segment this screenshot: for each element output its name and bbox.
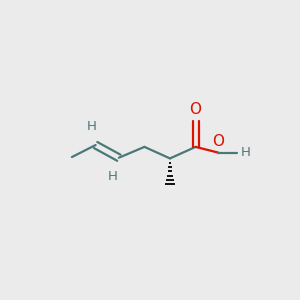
Text: H: H (241, 146, 250, 159)
Text: H: H (107, 170, 117, 183)
Text: H: H (86, 120, 96, 133)
Text: O: O (212, 134, 224, 149)
Text: O: O (190, 102, 202, 117)
